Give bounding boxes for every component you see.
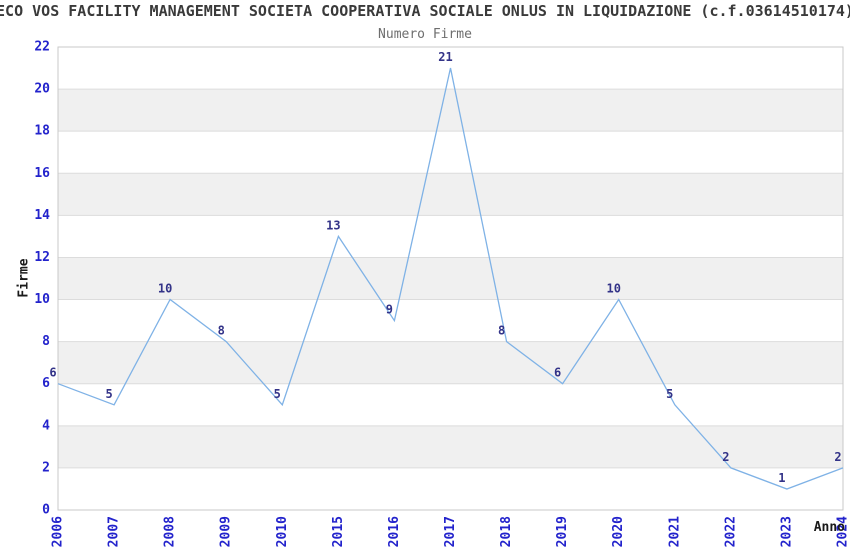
plot-band [58,257,843,300]
x-tick-label: 2009 [219,516,234,547]
x-tick-label: 2018 [499,516,514,547]
y-tick-label: 18 [34,124,50,139]
y-tick-label: 8 [42,334,50,349]
data-point-label: 13 [326,218,340,232]
plot-band [58,467,843,510]
plot-band [58,173,843,216]
data-line [57,67,844,490]
data-point-label: 6 [554,366,561,380]
y-tick-label: 16 [34,166,50,181]
data-point-label: 10 [606,282,620,296]
data-point-label: 5 [105,387,112,401]
y-tick-label: 4 [42,418,50,433]
x-tick-label: 2010 [275,516,290,547]
x-tick-label: 2016 [387,516,402,547]
x-tick-label: 2023 [779,516,794,547]
data-point-label: 5 [274,387,281,401]
y-tick-label: 6 [42,376,50,391]
x-tick-label: 2017 [443,516,458,547]
x-tick-label: 2006 [51,516,66,547]
data-point-label: 5 [666,387,673,401]
plot-band [58,131,843,174]
x-tick-label: 2020 [611,516,626,547]
y-tick-label: 0 [42,503,50,518]
x-tick-label: 2019 [555,516,570,547]
data-point-label: 21 [438,50,452,64]
y-tick-label: 22 [34,40,50,55]
y-axis-title: Firme [16,258,32,298]
plot-band [58,299,843,342]
x-tick-label: 2015 [331,516,346,547]
data-point-label: 2 [834,450,841,464]
data-point-label: 10 [158,282,172,296]
plot-band [58,383,843,426]
x-tick-label: 2024 [836,516,850,547]
x-tick-label: 2021 [667,516,682,547]
y-tick-label: 2 [42,460,50,475]
plot-band [58,341,843,384]
data-point-label: 8 [498,324,505,338]
y-tick-label: 20 [34,82,50,97]
data-point-label: 2 [722,450,729,464]
data-point-label: 1 [778,471,785,485]
data-point-label: 8 [218,324,225,338]
x-tick-label: 2008 [163,516,178,547]
plot-band [58,215,843,258]
data-point-label: 9 [386,303,393,317]
chart-subtitle: Numero Firme [378,27,472,42]
y-tick-label: 10 [34,292,50,307]
x-tick-label: 2022 [723,516,738,547]
y-tick-label: 14 [34,208,50,223]
plot-band [58,89,843,132]
x-axis-title: Anno [813,520,845,535]
data-point-label: 6 [49,366,56,380]
chart-title: ECO VOS FACILITY MANAGEMENT SOCIETA COOP… [0,2,850,20]
y-tick-label: 12 [34,250,50,265]
x-tick-label: 2007 [107,516,122,547]
plot-border [57,46,844,511]
